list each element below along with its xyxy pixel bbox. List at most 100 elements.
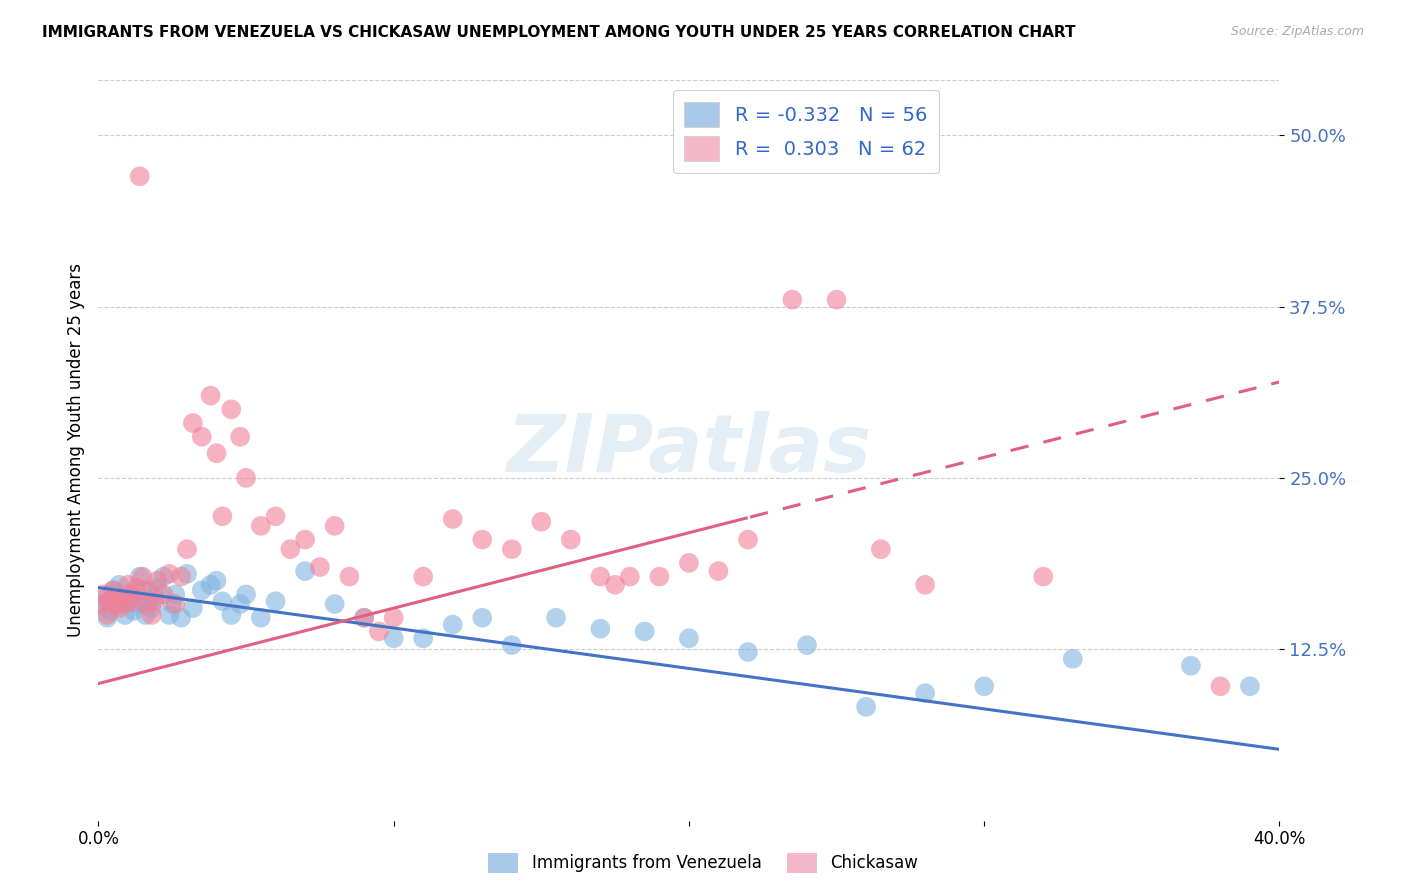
Point xyxy=(323,519,346,533)
Point xyxy=(737,533,759,547)
Point xyxy=(108,578,131,592)
Point xyxy=(103,583,125,598)
Point xyxy=(707,564,730,578)
Point xyxy=(250,519,273,533)
Point xyxy=(229,430,252,444)
Point xyxy=(96,611,118,625)
Point xyxy=(143,590,166,604)
Point xyxy=(825,293,848,307)
Point xyxy=(501,542,523,557)
Point xyxy=(117,594,139,608)
Point xyxy=(191,430,214,444)
Point xyxy=(619,569,641,583)
Point xyxy=(152,587,174,601)
Point xyxy=(90,597,112,611)
Point xyxy=(122,604,145,618)
Point xyxy=(135,597,157,611)
Point xyxy=(165,597,187,611)
Point xyxy=(471,533,494,547)
Point xyxy=(114,607,136,622)
Point xyxy=(782,293,804,307)
Point xyxy=(368,624,391,639)
Text: Source: ZipAtlas.com: Source: ZipAtlas.com xyxy=(1230,25,1364,38)
Point xyxy=(855,699,877,714)
Point xyxy=(128,569,150,583)
Point xyxy=(205,574,228,588)
Point xyxy=(181,601,204,615)
Point xyxy=(170,611,193,625)
Point xyxy=(138,594,160,608)
Point xyxy=(264,509,287,524)
Point xyxy=(737,645,759,659)
Point xyxy=(157,566,180,581)
Point xyxy=(117,578,139,592)
Point xyxy=(221,607,243,622)
Point xyxy=(870,542,893,557)
Point xyxy=(235,471,257,485)
Point xyxy=(125,581,148,595)
Point xyxy=(93,587,115,601)
Point xyxy=(914,686,936,700)
Point xyxy=(280,542,302,557)
Point xyxy=(471,611,494,625)
Point xyxy=(90,597,112,611)
Point xyxy=(132,569,155,583)
Point xyxy=(1209,679,1232,693)
Point xyxy=(323,597,346,611)
Point xyxy=(589,569,612,583)
Point xyxy=(1180,658,1202,673)
Point xyxy=(176,566,198,581)
Point xyxy=(200,578,222,592)
Point xyxy=(146,581,169,595)
Point xyxy=(678,556,700,570)
Point xyxy=(501,638,523,652)
Point xyxy=(111,590,134,604)
Point xyxy=(382,611,405,625)
Point xyxy=(914,578,936,592)
Point xyxy=(165,587,187,601)
Point xyxy=(103,583,125,598)
Point xyxy=(441,512,464,526)
Point xyxy=(108,601,131,615)
Point xyxy=(98,594,121,608)
Point xyxy=(339,569,361,583)
Point xyxy=(125,597,148,611)
Point xyxy=(120,587,142,601)
Point xyxy=(200,389,222,403)
Text: IMMIGRANTS FROM VENEZUELA VS CHICKASAW UNEMPLOYMENT AMONG YOUTH UNDER 25 YEARS C: IMMIGRANTS FROM VENEZUELA VS CHICKASAW U… xyxy=(42,25,1076,40)
Point xyxy=(441,617,464,632)
Point xyxy=(382,632,405,646)
Point xyxy=(114,597,136,611)
Point xyxy=(211,594,233,608)
Point xyxy=(309,560,332,574)
Point xyxy=(634,624,657,639)
Point xyxy=(1239,679,1261,693)
Point xyxy=(141,601,163,615)
Point xyxy=(678,632,700,646)
Point xyxy=(176,542,198,557)
Point xyxy=(122,594,145,608)
Point xyxy=(105,597,128,611)
Point xyxy=(294,533,316,547)
Point xyxy=(93,591,115,606)
Point xyxy=(135,607,157,622)
Point xyxy=(157,607,180,622)
Point xyxy=(138,583,160,598)
Point xyxy=(1062,652,1084,666)
Point xyxy=(143,594,166,608)
Point xyxy=(412,569,434,583)
Point xyxy=(973,679,995,693)
Legend: R = -0.332   N = 56, R =  0.303   N = 62: R = -0.332 N = 56, R = 0.303 N = 62 xyxy=(673,90,939,173)
Point xyxy=(605,578,627,592)
Point xyxy=(796,638,818,652)
Point xyxy=(560,533,582,547)
Point xyxy=(221,402,243,417)
Point xyxy=(235,587,257,601)
Point xyxy=(353,611,375,625)
Point xyxy=(250,611,273,625)
Point xyxy=(530,515,553,529)
Point xyxy=(98,604,121,618)
Point xyxy=(146,574,169,588)
Point xyxy=(546,611,568,625)
Point xyxy=(211,509,233,524)
